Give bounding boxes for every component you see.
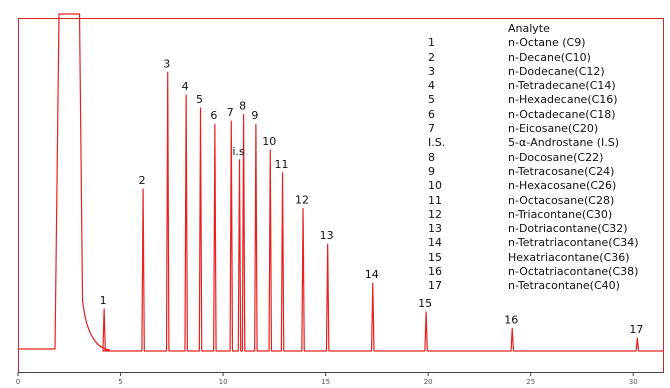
legend-header: Analyte [508,22,550,35]
legend-entry: 17 n-Tetracontane(C40) [428,279,668,293]
x-tick-label: 20 [424,378,433,386]
x-tick-label: 15 [321,378,330,386]
legend-entry-number: 6 [428,107,435,121]
peak-label: 3 [163,57,170,70]
legend-entry-name: n-Octacosane(C28) [508,193,615,207]
legend-entry-number: 2 [428,50,435,64]
legend-entry-name: n-Hexadecane(C16) [508,93,618,107]
legend-entry-number: 3 [428,64,435,78]
x-tick-label: 25 [526,378,535,386]
legend-entry: 13 n-Dotriacontane(C32) [428,222,668,236]
peak-label: 8 [239,99,246,112]
peak-label: 12 [295,193,309,206]
legend-entry: I.S. 5-α-Androstane (I.S) [428,136,668,150]
legend-entry-number: 17 [428,279,442,293]
legend-entry-name: 5-α-Androstane (I.S) [508,136,620,150]
legend-entry-name: n-Triacontane(C30) [508,207,613,221]
peak-label: 1 [100,294,107,307]
x-tick-label: 30 [629,378,638,386]
peak-label: 16 [504,313,518,326]
legend-entry-number: I.S. [428,136,446,150]
x-tick-label: 0 [16,378,20,386]
legend-entry-name: n-Dodecane(C12) [508,64,605,78]
legend-entry-number: 14 [428,236,442,250]
legend-entry: 10 n-Hexacosane(C26) [428,179,668,193]
peak-label: 2 [139,174,146,187]
x-axis-ticks: 0 5 10 15 20 25 30 [16,372,638,386]
peak-label: i.s [232,145,245,158]
legend-entry-name: n-Decane(C10) [508,50,591,64]
legend-entry: 14 n-Tetratriacontane(C34) [428,236,668,250]
legend-entry-name: n-Docosane(C22) [508,150,604,164]
legend-entry: 12 n-Triacontane(C30) [428,208,668,222]
legend-entry-name: n-Dotriacontane(C32) [508,222,628,236]
peak-label: 4 [182,80,189,93]
legend-entry-number: 12 [428,207,442,221]
legend-entry: 16 n-Octatriacontane(C38) [428,265,668,279]
legend-entry-name: Hexatriacontane(C36) [508,250,630,264]
legend-entry-number: 7 [428,122,435,136]
legend-entry: 1 n-Octane (C9) [428,36,668,50]
x-tick-label: 5 [118,378,122,386]
legend-entry-number: 5 [428,93,435,107]
peak-label: 9 [251,109,258,122]
legend-entry-number: 8 [428,150,435,164]
peak-label: 6 [210,109,217,122]
peak-label: 10 [262,135,276,148]
legend-entry: 15 Hexatriacontane(C36) [428,251,668,265]
legend-entry-name: n-Eicosane(C20) [508,122,599,136]
peak-label: 11 [275,158,289,171]
legend-entry: 5 n-Hexadecane(C16) [428,93,668,107]
legend-entry-name: n-Octane (C9) [508,36,586,50]
legend-entry-number: 4 [428,79,435,93]
legend-entry: 9 n-Tetracosane(C24) [428,165,668,179]
legend-entry: 6 n-Octadecane(C18) [428,108,668,122]
chromatogram-trace [18,13,664,352]
legend-entry: 4 n-Tetradecane(C14) [428,79,668,93]
legend-entry-number: 9 [428,164,435,178]
legend-entry-name: n-Tetracontane(C40) [508,279,620,293]
peak-label: 7 [227,106,234,119]
legend-entry-name: n-Tetradecane(C14) [508,79,616,93]
peak-label: 13 [320,229,334,242]
peak-label: 14 [365,268,379,281]
legend-entry-number: 16 [428,265,442,279]
peak-label: 17 [629,323,643,336]
legend-entry-number: 13 [428,222,442,236]
legend-entry-name: n-Tetratriacontane(C34) [508,236,639,250]
legend-entry: 3 n-Dodecane(C12) [428,65,668,79]
peak-label: 15 [418,297,432,310]
legend-entry-number: 1 [428,36,435,50]
legend-entry-number: 10 [428,179,442,193]
legend-entry: 2 n-Decane(C10) [428,51,668,65]
legend-entry: 8 n-Docosane(C22) [428,151,668,165]
legend-entry: 7 n-Eicosane(C20) [428,122,668,136]
legend-entry-name: n-Hexacosane(C26) [508,179,617,193]
legend-entry-number: 15 [428,250,442,264]
x-tick-label: 10 [219,378,228,386]
legend-entry-name: n-Octatriacontane(C38) [508,265,639,279]
legend: Analyte 1 n-Octane (C9) 2 n-Decane(C10) 3 n-D… [428,22,668,294]
legend-entry-name: n-Tetracosane(C24) [508,164,615,178]
legend-entry-number: 11 [428,193,442,207]
legend-entry-name: n-Octadecane(C18) [508,107,616,121]
legend-entry: 11 n-Octacosane(C28) [428,194,668,208]
peak-label: 5 [196,93,203,106]
